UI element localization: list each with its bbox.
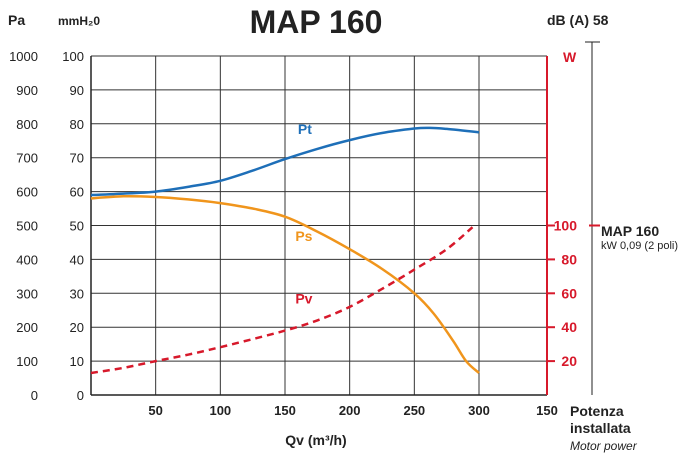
potenza-label: Potenza — [570, 403, 624, 419]
y-tick-pa: 300 — [16, 286, 38, 301]
chart-title: MAP 160 — [250, 4, 383, 40]
right-axis-unit: W — [563, 49, 577, 65]
y-tick-pa: 400 — [16, 252, 38, 267]
power-label: kW 0,09 (2 poli) — [601, 240, 678, 252]
y-tick-mm: 90 — [70, 83, 84, 98]
y-tick-mm: 70 — [70, 151, 84, 166]
x-tick: 100 — [209, 403, 231, 418]
model-label: MAP 160 — [601, 223, 659, 239]
y-tick-zero: 0 — [77, 388, 84, 403]
y-tick-mm: 20 — [70, 320, 84, 335]
x-axis-label: Qv (m³/h) — [285, 432, 346, 448]
y-tick-pa: 100 — [16, 354, 38, 369]
y-tick-mm: 50 — [70, 219, 84, 234]
motor-power-label: Motor power — [570, 439, 638, 453]
second-axis-unit: mmH₂0 — [58, 14, 100, 28]
x-tick: 50 — [148, 403, 162, 418]
right-tick: 80 — [561, 251, 577, 267]
y-tick-mm: 100 — [62, 49, 84, 64]
y-tick-pa: 0 — [31, 388, 38, 403]
y-tick-pa: 800 — [16, 117, 38, 132]
x-tick-edge: 150 — [536, 403, 558, 418]
x-tick: 150 — [274, 403, 296, 418]
y-tick-pa: 900 — [16, 83, 38, 98]
axes — [90, 41, 600, 396]
noise-label: dB (A) 58 — [547, 12, 609, 28]
y-tick-pa: 1000 — [9, 49, 38, 64]
right-tick: 100 — [554, 218, 578, 234]
series-group — [90, 126, 480, 375]
x-tick: 250 — [403, 403, 425, 418]
series-label-pt: Pt — [298, 121, 312, 137]
series-line-pt — [90, 126, 480, 197]
y-tick-mm: 30 — [70, 286, 84, 301]
series-line-ps — [90, 195, 480, 374]
x-tick: 200 — [339, 403, 361, 418]
right-tick: 60 — [561, 285, 577, 301]
installata-label: installata — [570, 420, 631, 436]
y-tick-mm: 60 — [70, 185, 84, 200]
series-label-pv: Pv — [295, 290, 312, 306]
left-axis-unit: Pa — [8, 12, 25, 28]
y-tick-pa: 200 — [16, 320, 38, 335]
y-tick-pa: 500 — [16, 219, 38, 234]
y-tick-mm: 10 — [70, 354, 84, 369]
y-tick-mm: 80 — [70, 117, 84, 132]
right-tick: 40 — [561, 319, 577, 335]
y-tick-pa: 700 — [16, 151, 38, 166]
series-line-pv — [90, 226, 474, 375]
grid — [91, 55, 547, 395]
y-tick-mm: 40 — [70, 252, 84, 267]
labels-group: 1000900800700600500400300200100010090807… — [9, 49, 577, 418]
y-tick-pa: 600 — [16, 185, 38, 200]
series-label-ps: Ps — [295, 228, 312, 244]
x-tick: 300 — [468, 403, 490, 418]
right-tick: 20 — [561, 353, 577, 369]
